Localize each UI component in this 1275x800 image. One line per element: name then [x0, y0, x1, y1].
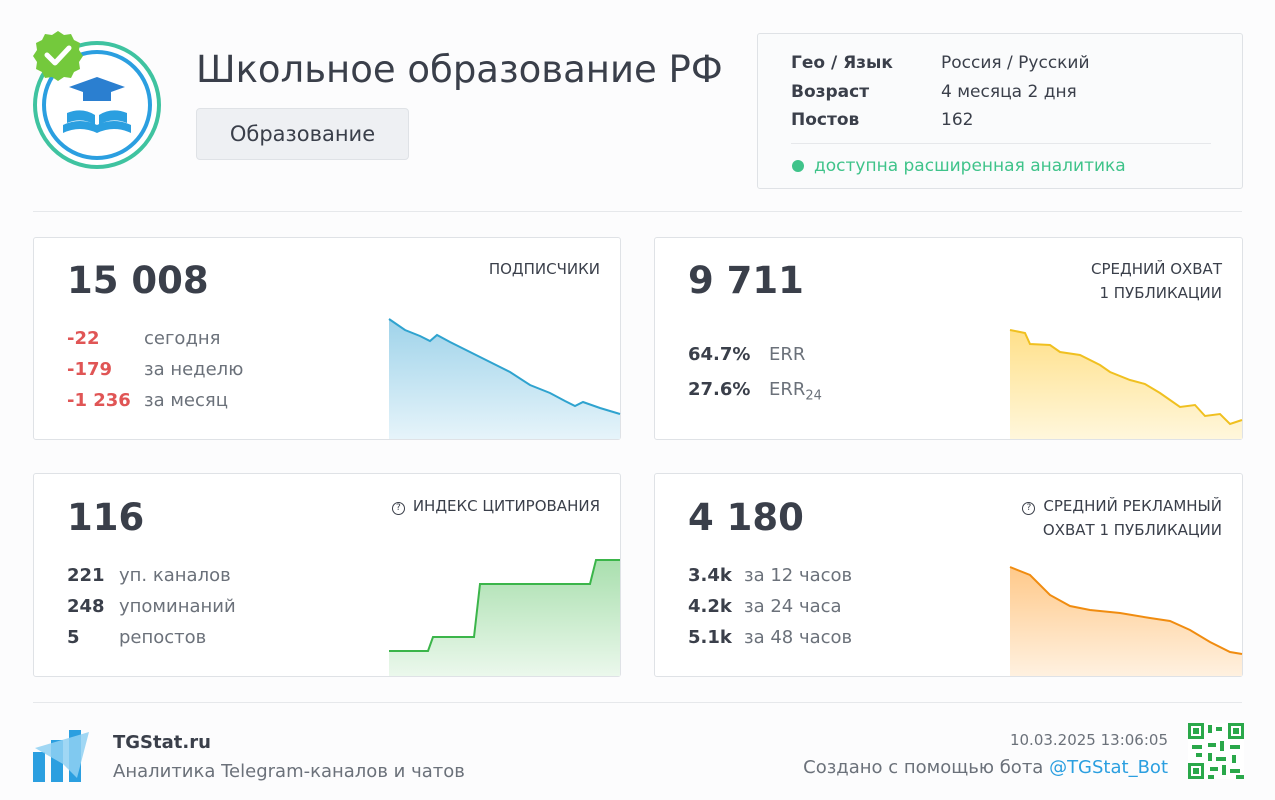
stat-value: -179 — [67, 359, 113, 380]
stat-label: сегодня — [144, 328, 221, 349]
channel-title: Школьное образование РФ — [196, 48, 723, 91]
stat-value: -1 236 — [67, 390, 131, 411]
stat-value: 4.2k — [688, 596, 732, 617]
stat-label: ERR24 — [769, 379, 822, 404]
card-title: ? ИНДЕКС ЦИТИРОВАНИЯ — [391, 494, 600, 518]
divider — [791, 143, 1211, 144]
info-label: Возраст — [791, 82, 870, 102]
info-box: Гео / Язык Россия / Русский Возраст 4 ме… — [757, 33, 1243, 189]
card-title: СРЕДНИЙ ОХВАТ — [1090, 260, 1222, 278]
stat-value: 248 — [67, 596, 105, 617]
card: 116 ? ИНДЕКС ЦИТИРОВАНИЯ 221 уп. каналов … — [33, 473, 621, 677]
stat-label: ERR — [769, 344, 806, 365]
tagline: Аналитика Telegram-каналов и чатов — [113, 761, 465, 782]
status-dot — [792, 160, 804, 172]
stat-value: 27.6% — [688, 379, 751, 400]
card: 4 180 ? СРЕДНИЙ РЕКЛАМНЫЙ ОХВАТ 1 ПУБЛИКА… — [654, 473, 1243, 677]
credit: Создано с помощью бота @TGStat_Bot — [803, 757, 1168, 778]
card-title: 1 ПУБЛИКАЦИИ — [1099, 284, 1222, 302]
card-value: 9 711 — [688, 259, 804, 302]
help-icon: ? — [1022, 502, 1036, 515]
category-tag: Образование — [196, 108, 409, 160]
card-title-text: ИНДЕКС ЦИТИРОВАНИЯ — [412, 497, 600, 515]
divider — [33, 702, 1242, 703]
stat-label: уп. каналов — [119, 565, 231, 586]
card: 9 711 СРЕДНИЙ ОХВАТ 1 ПУБЛИКАЦИИ 64.7% E… — [654, 237, 1243, 440]
stat-label: упоминаний — [119, 596, 236, 617]
stat-label: репостов — [119, 627, 207, 648]
card-title-text: СРЕДНИЙ РЕКЛАМНЫЙ — [1043, 497, 1222, 515]
card: 15 008 ПОДПИСЧИКИ -22 сегодня -179 за не… — [33, 237, 621, 440]
tgstat-logo — [33, 730, 89, 782]
info-value: 4 месяца 2 дня — [941, 82, 1077, 102]
card-value: 15 008 — [67, 259, 209, 302]
channel-logo — [33, 31, 161, 169]
stat-label-text: ERR — [769, 379, 806, 400]
stat-value: 5 — [67, 627, 80, 648]
stat-label: за 48 часов — [744, 627, 853, 648]
status-text: доступна расширенная аналитика — [814, 156, 1126, 176]
stat-label-sub: 24 — [805, 388, 822, 404]
stat-value: -22 — [67, 328, 100, 349]
timestamp: 10.03.2025 13:06:05 — [1009, 731, 1168, 749]
help-icon: ? — [391, 502, 405, 515]
brand: TGStat.ru — [113, 732, 211, 753]
card-value: 116 — [67, 496, 145, 539]
info-label: Гео / Язык — [791, 53, 893, 73]
info-value: 162 — [941, 110, 974, 130]
stat-value: 5.1k — [688, 627, 732, 648]
stat-label: за 12 часов — [744, 565, 853, 586]
card-title: ПОДПИСЧИКИ — [488, 260, 600, 278]
credit-text: Создано с помощью бота — [803, 757, 1044, 778]
card-title: ОХВАТ 1 ПУБЛИКАЦИИ — [1042, 521, 1222, 539]
stat-label: за 24 часа — [744, 596, 842, 617]
divider — [33, 211, 1242, 212]
stat-label: за неделю — [144, 359, 244, 380]
stat-value: 221 — [67, 565, 105, 586]
info-value: Россия / Русский — [941, 53, 1090, 73]
stat-value: 64.7% — [688, 344, 751, 365]
stat-label: за месяц — [144, 390, 228, 411]
stat-value: 3.4k — [688, 565, 732, 586]
qr-code — [1188, 723, 1244, 779]
card-title: ? СРЕДНИЙ РЕКЛАМНЫЙ — [1022, 494, 1222, 518]
card-value: 4 180 — [688, 496, 804, 539]
bot-handle: @TGStat_Bot — [1049, 757, 1168, 778]
info-label: Постов — [791, 110, 860, 130]
